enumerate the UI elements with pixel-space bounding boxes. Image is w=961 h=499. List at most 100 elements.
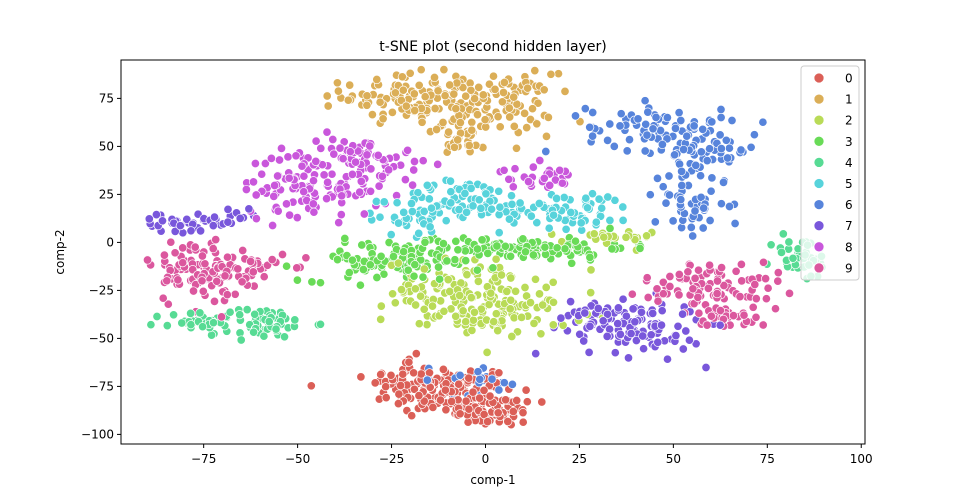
point-class-8 <box>539 173 549 183</box>
point-class-1 <box>445 80 455 90</box>
point-class-6 <box>716 104 726 115</box>
point-class-9 <box>259 272 269 282</box>
point-class-3 <box>403 265 413 275</box>
point-class-2 <box>642 231 652 241</box>
point-class-6 <box>475 374 485 384</box>
point-class-2 <box>376 314 386 324</box>
point-class-4 <box>290 315 300 325</box>
point-class-8 <box>347 169 357 179</box>
point-class-8 <box>366 186 376 196</box>
point-class-7 <box>209 212 220 222</box>
point-class-0 <box>356 372 366 382</box>
point-class-9 <box>627 289 637 299</box>
point-class-8 <box>292 213 302 223</box>
point-class-6 <box>668 216 678 226</box>
point-class-4 <box>778 229 788 239</box>
legend: 0 1 2 3 4 5 6 7 8 9 <box>800 65 860 281</box>
point-class-7 <box>639 344 649 354</box>
x-axis: −75 −50 −25 0 25 50 75 100 <box>191 444 873 466</box>
point-class-1 <box>416 65 426 75</box>
point-class-7 <box>684 335 694 345</box>
point-class-9 <box>784 288 795 298</box>
point-class-7 <box>151 210 161 220</box>
point-class-9 <box>173 275 183 285</box>
point-class-9 <box>292 263 302 273</box>
point-class-9 <box>170 248 180 258</box>
point-class-7 <box>244 204 254 214</box>
point-class-7 <box>618 294 628 304</box>
point-class-9 <box>220 271 230 281</box>
point-class-8 <box>545 180 555 190</box>
point-class-5 <box>581 193 591 203</box>
point-class-5 <box>561 224 571 234</box>
point-class-1 <box>461 91 471 101</box>
point-class-6 <box>698 124 708 134</box>
point-class-5 <box>476 203 486 213</box>
point-class-8 <box>241 184 251 195</box>
point-class-8 <box>409 165 419 175</box>
point-class-8 <box>316 143 326 153</box>
point-class-1 <box>467 125 477 135</box>
point-class-3 <box>355 280 365 290</box>
point-class-6 <box>702 156 712 166</box>
point-class-6 <box>749 130 759 140</box>
point-class-9 <box>688 284 698 294</box>
x-tick-label: 25 <box>572 452 587 466</box>
point-class-2 <box>530 274 541 284</box>
point-class-1 <box>401 101 411 111</box>
point-class-6 <box>609 141 619 151</box>
point-class-1 <box>362 91 372 101</box>
legend-marker-6 <box>813 199 825 210</box>
point-class-6 <box>499 378 509 388</box>
point-class-9 <box>658 289 668 299</box>
point-class-6 <box>473 367 483 377</box>
point-class-2 <box>436 296 446 306</box>
point-class-3 <box>528 250 538 260</box>
point-class-4 <box>271 324 281 334</box>
point-class-1 <box>444 127 454 137</box>
point-class-1 <box>433 86 443 96</box>
point-class-9 <box>763 283 773 293</box>
point-class-6 <box>661 198 671 208</box>
point-class-9 <box>159 250 169 260</box>
point-class-9 <box>230 289 240 299</box>
point-class-8 <box>323 177 333 187</box>
point-class-9 <box>717 263 727 273</box>
point-class-6 <box>570 111 581 121</box>
point-class-9 <box>737 276 747 286</box>
point-class-9 <box>658 277 668 287</box>
point-class-6 <box>642 130 652 140</box>
point-class-4 <box>186 320 196 330</box>
point-class-0 <box>468 387 478 397</box>
point-class-2 <box>486 288 496 298</box>
point-class-6 <box>615 121 625 131</box>
point-class-8 <box>269 191 279 201</box>
point-class-4 <box>225 307 235 317</box>
point-class-8 <box>260 158 270 169</box>
point-class-9 <box>653 296 663 306</box>
point-class-8 <box>418 156 428 166</box>
point-class-9 <box>694 308 704 318</box>
point-class-4 <box>236 335 246 345</box>
point-class-9 <box>237 277 247 287</box>
point-class-7 <box>623 353 634 363</box>
point-class-3 <box>488 263 498 273</box>
point-class-7 <box>678 309 688 319</box>
point-class-3 <box>307 277 317 287</box>
point-class-7 <box>144 214 154 224</box>
point-class-0 <box>428 402 438 412</box>
point-class-1 <box>390 88 400 98</box>
point-class-6 <box>588 131 598 141</box>
point-class-6 <box>616 109 626 119</box>
point-class-6 <box>664 171 674 181</box>
point-class-8 <box>322 194 332 204</box>
point-class-5 <box>481 189 491 199</box>
point-class-7 <box>602 309 613 319</box>
point-class-2 <box>439 306 449 316</box>
point-class-4 <box>152 311 162 322</box>
point-class-4 <box>235 310 245 320</box>
point-class-1 <box>523 83 533 93</box>
legend-label-7: 7 <box>845 219 853 233</box>
point-class-6 <box>686 222 696 232</box>
point-class-2 <box>586 288 596 298</box>
